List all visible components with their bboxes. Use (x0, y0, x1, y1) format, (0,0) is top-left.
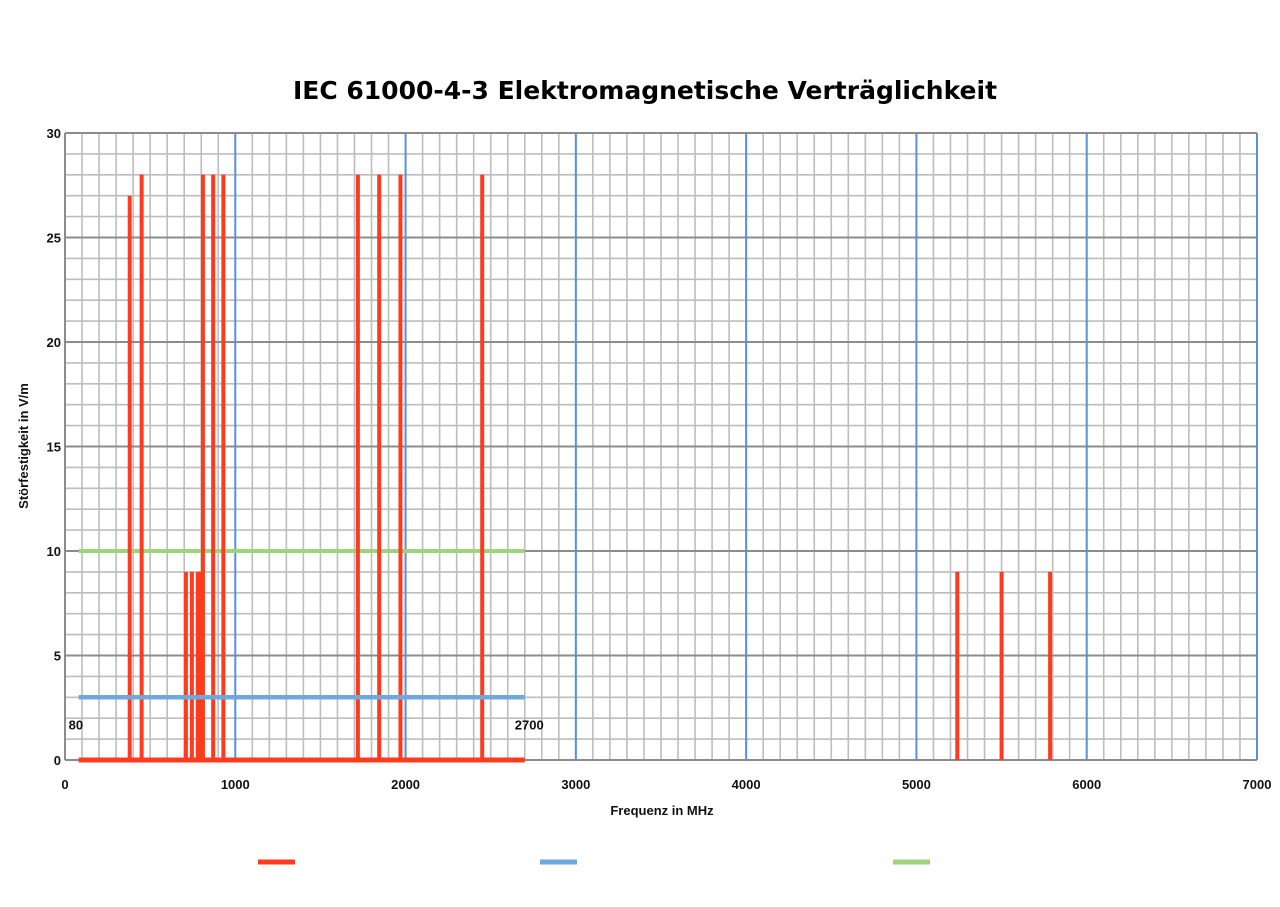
x-tick-label: 7000 (1243, 777, 1272, 792)
y-tick-label: 5 (54, 649, 61, 664)
y-tick-label: 15 (47, 440, 61, 455)
x-tick-label: 0 (61, 777, 68, 792)
grid (64, 132, 1258, 761)
annotation-label: 80 (69, 717, 83, 732)
y-tick-label: 20 (47, 335, 61, 350)
y-axis-label: Störfestigkeit in V/m (16, 383, 31, 509)
series-layer (78, 174, 1053, 763)
chart-title: IEC 61000-4-3 Elektromagnetische Verträg… (293, 76, 997, 105)
x-tick-label: 1000 (221, 777, 250, 792)
y-tick-label: 10 (47, 544, 61, 559)
x-tick-label: 4000 (732, 777, 761, 792)
y-tick-label: 30 (47, 126, 61, 141)
tick-labels: 0 1000 2000 3000 4000 5000 6000 7000 0 5 10 15 20 25 3… (47, 126, 1272, 792)
annotations: 80 2700 (69, 717, 544, 732)
x-tick-label: 6000 (1072, 777, 1101, 792)
x-tick-label: 3000 (561, 777, 590, 792)
y-tick-label: 0 (54, 753, 61, 768)
x-tick-label: 2000 (391, 777, 420, 792)
x-tick-label: 5000 (902, 777, 931, 792)
annotation-label: 2700 (515, 717, 544, 732)
x-axis-label: Frequenz in MHz (610, 803, 714, 818)
y-tick-label: 25 (47, 231, 61, 246)
